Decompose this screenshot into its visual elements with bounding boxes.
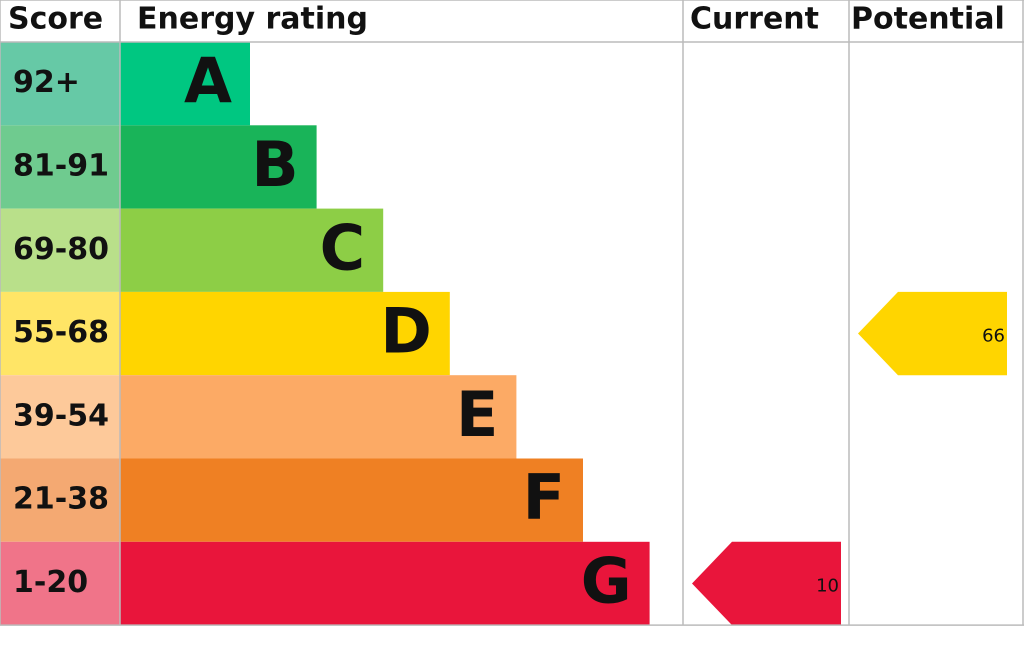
potential-arrow bbox=[858, 291, 1007, 376]
rating-letter: F bbox=[523, 461, 565, 534]
score-cell bbox=[0, 375, 120, 459]
rating-letter: E bbox=[456, 378, 498, 451]
header-current: Current bbox=[690, 2, 819, 37]
score-cell bbox=[0, 208, 120, 292]
score-label: 1-20 bbox=[13, 565, 88, 600]
rating-bar bbox=[120, 125, 317, 209]
current-value: 10 bbox=[816, 575, 839, 596]
rating-letter: C bbox=[320, 211, 366, 284]
rating-bar bbox=[120, 375, 517, 459]
score-label: 39-54 bbox=[13, 398, 109, 433]
header-potential: Potential bbox=[851, 2, 1005, 37]
rating-letter: A bbox=[184, 45, 232, 118]
header-rating: Energy rating bbox=[137, 2, 368, 37]
score-cell bbox=[0, 541, 120, 626]
rating-bar bbox=[120, 291, 450, 376]
rating-bar bbox=[120, 458, 583, 542]
score-label: 55-68 bbox=[13, 315, 109, 350]
rating-letter: B bbox=[251, 128, 298, 201]
score-label: 69-80 bbox=[13, 232, 109, 267]
current-arrow bbox=[692, 541, 841, 626]
score-cell bbox=[0, 458, 120, 542]
rating-letter: D bbox=[380, 295, 431, 368]
score-label: 81-91 bbox=[13, 148, 109, 183]
header-score: Score bbox=[8, 2, 103, 37]
score-cell bbox=[0, 125, 120, 209]
score-cell bbox=[0, 42, 120, 126]
score-label: 92+ bbox=[13, 65, 80, 100]
rating-bar bbox=[120, 541, 650, 626]
potential-value: 66 bbox=[982, 326, 1005, 347]
rating-bar bbox=[120, 42, 250, 126]
score-cell bbox=[0, 291, 120, 376]
rating-letter: G bbox=[581, 545, 632, 618]
rating-bar bbox=[120, 208, 384, 292]
score-label: 21-38 bbox=[13, 482, 109, 517]
